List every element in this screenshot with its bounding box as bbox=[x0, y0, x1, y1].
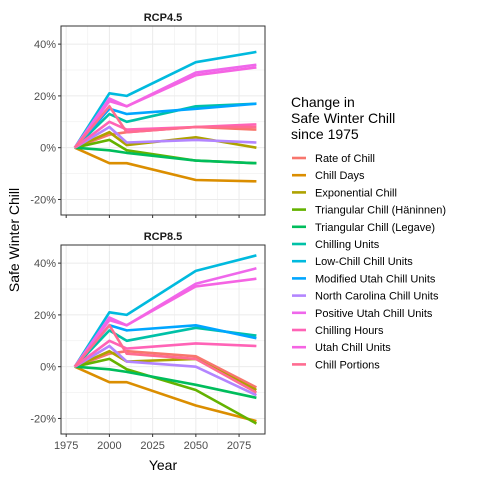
series-line-chill-days bbox=[74, 146, 257, 183]
series-line-utah-chill-units bbox=[73, 66, 257, 149]
x-tick-label: 2050 bbox=[184, 440, 208, 452]
y-tick-label: 40% bbox=[34, 39, 56, 51]
legend-label: Chilling Hours bbox=[315, 325, 384, 337]
y-tick-label: 0% bbox=[40, 143, 56, 155]
legend-label: Utah Chill Units bbox=[315, 342, 391, 354]
legend-label: Triangular Chill (Häninnen) bbox=[315, 205, 446, 217]
legend-label: Modified Utah Chill Units bbox=[315, 273, 436, 285]
series-line-triangular-chill-legave- bbox=[74, 365, 257, 400]
legend-title-line: since 1975 bbox=[291, 126, 359, 142]
y-tick-label: -20% bbox=[30, 413, 56, 425]
series-line-utah-chill-units bbox=[73, 277, 257, 368]
x-axis-title: Year bbox=[149, 457, 178, 473]
series-line-chilling-hours bbox=[74, 339, 257, 368]
series-line-chill-portions bbox=[73, 105, 257, 149]
panel-border bbox=[60, 244, 266, 435]
facet-strip bbox=[61, 227, 265, 245]
panel-rcp8-5: RCP8.5 -20% 0% 20% 40% 1975 2000 2025 2050 2075 bbox=[30, 227, 266, 452]
facet-strip-label: RCP8.5 bbox=[144, 231, 183, 243]
series-line-north-carolina-chill-units bbox=[74, 125, 257, 149]
y-tick-label: 20% bbox=[34, 310, 56, 322]
y-tick-label: 40% bbox=[34, 258, 56, 270]
legend-label: Low-Chill Chill Units bbox=[315, 256, 413, 268]
series-line-chill-days bbox=[74, 365, 257, 423]
legend-label: Positive Utah Chill Units bbox=[315, 308, 433, 320]
series-line-north-carolina-chill-units bbox=[74, 344, 257, 397]
facet-strip bbox=[61, 8, 265, 26]
x-tick-label: 2075 bbox=[227, 440, 251, 452]
series-line-triangular-chill-h-ninnen- bbox=[74, 357, 258, 425]
series-line-chilling-units bbox=[73, 102, 257, 149]
legend-label: Exponential Chill bbox=[315, 187, 397, 199]
legend-label: Chill Portions bbox=[315, 359, 380, 371]
legend-label: Triangular Chill (Legave) bbox=[315, 222, 435, 234]
legend-label: Rate of Chill bbox=[315, 153, 375, 165]
legend-label: Chilling Units bbox=[315, 239, 380, 251]
legend-title-line: Safe Winter Chill bbox=[291, 110, 395, 126]
y-tick-label: 20% bbox=[34, 91, 56, 103]
legend-label: Chill Days bbox=[315, 170, 365, 182]
series-line-low-chill-chill-units bbox=[73, 254, 257, 368]
x-tick-label: 2000 bbox=[97, 440, 121, 452]
y-tick-label: -20% bbox=[30, 194, 56, 206]
series-line-low-chill-chill-units bbox=[73, 50, 257, 149]
y-axis-title: Safe Winter Chill bbox=[6, 188, 22, 292]
series-line-triangular-chill-legave- bbox=[74, 146, 257, 165]
y-tick-label: 0% bbox=[40, 362, 56, 374]
series-line-rate-of-chill bbox=[74, 349, 257, 389]
panel-border bbox=[60, 25, 266, 216]
x-tick-label: 2025 bbox=[140, 440, 164, 452]
legend-title-line: Change in bbox=[291, 94, 355, 110]
panel-rcp4-5: RCP4.5 -20% 0% 20% 40% bbox=[30, 8, 266, 218]
legend-label: North Carolina Chill Units bbox=[315, 291, 439, 303]
facet-strip-label: RCP4.5 bbox=[144, 12, 183, 24]
series-line-chill-portions bbox=[73, 323, 258, 394]
x-tick-label: 1975 bbox=[54, 440, 78, 452]
